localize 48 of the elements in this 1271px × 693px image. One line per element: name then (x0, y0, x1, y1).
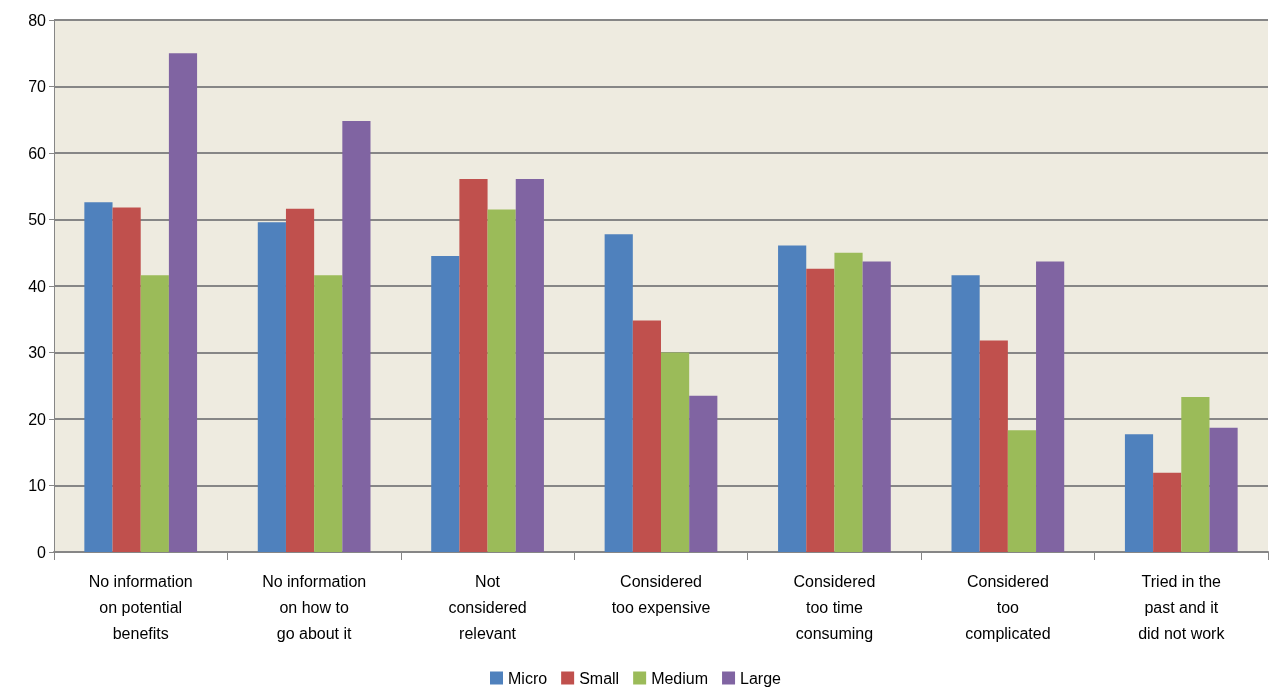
bar (632, 320, 661, 552)
y-tick-label: 30 (28, 344, 47, 361)
bar (487, 209, 516, 552)
bar (431, 256, 460, 552)
x-tick-label: Considered too complicated (965, 572, 1051, 642)
bar (168, 53, 198, 552)
x-tick-label: Considered too time consuming (793, 572, 876, 642)
x-tick-label: No information on potential benefits (88, 572, 193, 642)
bar (459, 178, 488, 552)
bar (661, 352, 690, 552)
y-tick-label: 20 (28, 410, 47, 428)
x-tick-label: Considered too expensive (611, 572, 711, 616)
bar (84, 202, 113, 552)
bar (1153, 472, 1182, 552)
bar (689, 395, 718, 552)
bar (834, 252, 863, 552)
bar (342, 121, 371, 552)
x-tick-label: Tried in the past and it did not work (1138, 572, 1226, 642)
bar (314, 275, 343, 552)
bar (1007, 430, 1037, 552)
bar (862, 261, 891, 552)
bar (515, 178, 544, 552)
y-tick-label: 10 (28, 477, 47, 494)
bar (951, 275, 980, 552)
y-tick-label: 40 (28, 277, 47, 295)
bar (806, 268, 835, 552)
y-tick-label: 0 (37, 543, 47, 561)
bar (140, 275, 169, 552)
legend-label: Large (740, 669, 782, 687)
y-tick-label: 60 (28, 144, 47, 162)
bar (778, 245, 807, 552)
bar (112, 207, 141, 552)
bar (257, 222, 286, 552)
bar (1181, 397, 1210, 552)
y-tick-label: 50 (28, 211, 47, 228)
bar (604, 234, 633, 552)
x-tick-label: Not considered relevant (448, 572, 527, 642)
y-tick-label: 80 (28, 11, 47, 29)
bar (1209, 427, 1238, 552)
legend-label: Micro (508, 669, 548, 687)
bar (979, 340, 1008, 552)
legend-label: Small (579, 669, 620, 687)
bar (1124, 434, 1154, 552)
y-tick-label: 70 (28, 78, 47, 95)
legend-label: Medium (651, 669, 709, 687)
bar (1036, 261, 1065, 552)
bar (285, 208, 315, 552)
x-tick-label: No information on how to go about it (262, 572, 367, 642)
